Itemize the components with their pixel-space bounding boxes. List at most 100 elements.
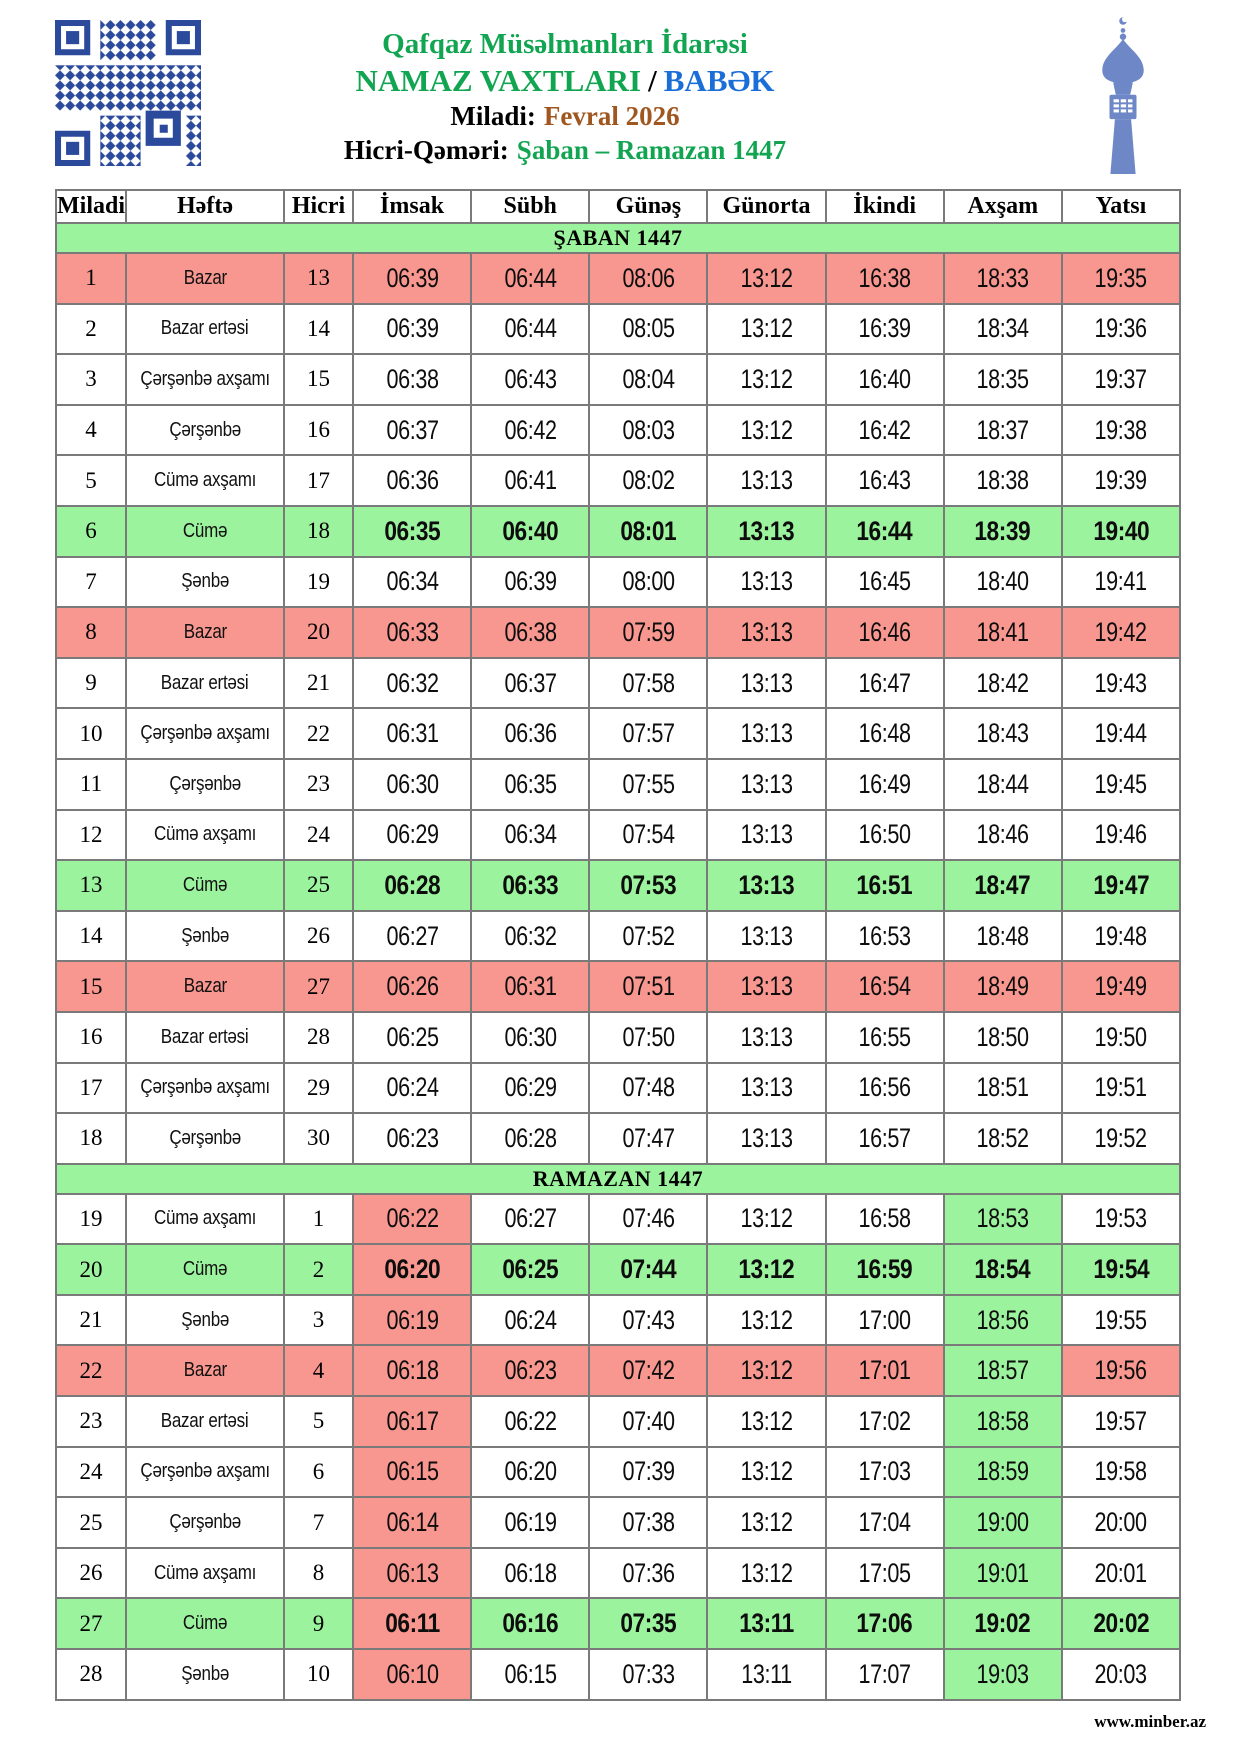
cell-hicri-day: 25 (285, 861, 354, 912)
cell-miladi-day: 1 (57, 254, 127, 305)
cell-time-yatsi-label: 19:52 (1094, 1122, 1147, 1153)
cell-time-subh: 06:42 (472, 405, 591, 457)
cell-time-ikindi: 16:59 (826, 1245, 945, 1296)
cell-time-yatsi-label: 19:50 (1094, 1021, 1147, 1052)
cell-weekday: Cümə axşamı (127, 1194, 285, 1246)
cell-time-ikindi: 16:57 (826, 1114, 945, 1165)
cell-time-imsak: 06:23 (354, 1114, 473, 1165)
cell-time-imsak-label: 06:23 (386, 1122, 439, 1153)
cell-time-subh-label: 06:43 (504, 363, 557, 394)
cell-time-gunesh-label: 08:01 (620, 515, 677, 546)
cell-time-subh-label: 06:25 (502, 1254, 559, 1285)
cell-time-gunesh: 08:05 (590, 304, 709, 356)
cell-time-gunesh: 08:01 (590, 506, 709, 558)
cell-time-gunesh-label: 07:50 (622, 1021, 675, 1052)
cell-time-gunesh: 07:40 (590, 1397, 709, 1448)
cell-time-yatsi: 19:42 (1062, 608, 1181, 659)
cell-time-imsak-label: 06:20 (384, 1254, 441, 1285)
cell-time-gunesh: 07:58 (590, 658, 709, 710)
cell-time-gunorta: 13:12 (708, 1447, 827, 1499)
cell-time-yatsi-label: 19:47 (1092, 869, 1149, 900)
cell-time-yatsi: 19:47 (1062, 861, 1181, 912)
cell-time-subh: 06:15 (472, 1650, 591, 1701)
cell-time-yatsi-label: 19:57 (1094, 1405, 1147, 1436)
cell-time-gunorta-label: 13:13 (740, 718, 793, 749)
cell-weekday: Bazar ertəsi (127, 1012, 285, 1064)
cell-weekday-label: Çərşənbə axşamı (140, 367, 270, 390)
cell-time-gunesh: 08:04 (590, 355, 709, 406)
cell-time-gunesh: 07:47 (590, 1114, 709, 1165)
cell-time-subh: 06:31 (472, 962, 591, 1013)
cell-time-subh-label: 06:39 (504, 566, 557, 597)
cell-time-gunesh-label: 07:54 (622, 819, 675, 850)
cell-weekday: Bazar (127, 962, 285, 1013)
cell-time-gunesh-label: 07:38 (622, 1507, 675, 1538)
cell-weekday-label: Bazar (183, 620, 227, 643)
cell-time-yatsi-label: 19:40 (1092, 515, 1149, 546)
cell-time-yatsi-label: 19:54 (1092, 1254, 1149, 1285)
cell-time-gunorta: 13:13 (708, 557, 827, 609)
cell-weekday: Çərşənbə (127, 1498, 285, 1549)
cell-time-gunesh-label: 07:51 (622, 971, 675, 1002)
cell-time-gunesh: 07:53 (590, 861, 709, 912)
cell-time-gunesh-label: 07:35 (620, 1608, 677, 1639)
cell-time-yatsi-label: 19:38 (1094, 414, 1147, 445)
cell-time-yatsi-label: 19:39 (1094, 465, 1147, 496)
cell-time-subh-label: 06:20 (504, 1456, 557, 1487)
cell-hicri-day: 9 (285, 1599, 354, 1651)
cell-time-imsak: 06:20 (354, 1245, 473, 1296)
cell-weekday-label: Bazar (183, 1359, 227, 1382)
cell-time-gunorta-label: 13:12 (740, 1456, 793, 1487)
cell-miladi-day: 21 (57, 1295, 127, 1347)
cell-miladi-day: 23 (57, 1397, 127, 1448)
cell-time-yatsi: 19:55 (1062, 1295, 1181, 1347)
cell-time-subh-label: 06:34 (504, 819, 557, 850)
cell-time-yatsi: 19:44 (1062, 709, 1181, 760)
cell-time-imsak-label: 06:28 (384, 869, 441, 900)
cell-time-aksham: 18:46 (944, 810, 1063, 862)
cell-time-gunorta: 13:12 (708, 254, 827, 305)
cell-time-gunesh-label: 07:57 (622, 718, 675, 749)
cell-time-gunesh-label: 07:36 (622, 1557, 675, 1588)
cell-time-ikindi-label: 16:53 (858, 920, 911, 951)
cell-time-ikindi-label: 16:48 (858, 718, 911, 749)
page-title: NAMAZ VAXTLARI / BABƏK (150, 62, 980, 99)
cell-time-imsak-label: 06:31 (386, 718, 439, 749)
cell-time-ikindi-label: 16:59 (856, 1254, 913, 1285)
cell-time-ikindi-label: 17:07 (858, 1658, 911, 1689)
cell-miladi-day: 26 (57, 1548, 127, 1600)
cell-time-gunorta: 13:12 (708, 1548, 827, 1600)
cell-miladi-day: 3 (57, 355, 127, 406)
cell-time-aksham-label: 18:53 (976, 1203, 1029, 1234)
cell-time-yatsi: 19:57 (1062, 1397, 1181, 1448)
cell-time-ikindi: 16:48 (826, 709, 945, 760)
cell-time-yatsi: 19:56 (1062, 1346, 1181, 1398)
cell-time-gunesh-label: 07:40 (622, 1405, 675, 1436)
cell-time-imsak: 06:31 (354, 709, 473, 760)
cell-time-ikindi: 17:03 (826, 1447, 945, 1499)
cell-time-subh: 06:29 (472, 1063, 591, 1115)
cell-time-imsak: 06:35 (354, 506, 473, 558)
cell-time-gunesh: 07:33 (590, 1650, 709, 1701)
cell-time-ikindi: 16:39 (826, 304, 945, 356)
cell-weekday-label: Bazar (183, 975, 227, 998)
cell-time-gunesh: 07:46 (590, 1194, 709, 1246)
cell-weekday: Cümə axşamı (127, 456, 285, 507)
cell-time-subh-label: 06:27 (504, 1203, 557, 1234)
cell-weekday-label: Çərşənbə (169, 1126, 241, 1149)
cell-miladi-day: 10 (57, 709, 127, 760)
cell-miladi-day: 18 (57, 1114, 127, 1165)
cell-time-ikindi: 16:49 (826, 759, 945, 811)
cell-time-ikindi-label: 16:46 (858, 616, 911, 647)
cell-time-aksham-label: 18:49 (976, 971, 1029, 1002)
cell-time-aksham: 18:37 (944, 405, 1063, 457)
hicri-label: Hicri-Qəməri: (343, 135, 509, 165)
cell-time-yatsi-label: 20:03 (1094, 1658, 1147, 1689)
cell-weekday: Cümə (127, 861, 285, 912)
cell-time-imsak-label: 06:33 (386, 616, 439, 647)
cell-time-subh-label: 06:24 (504, 1304, 557, 1335)
cell-miladi-day: 22 (57, 1346, 127, 1398)
cell-time-imsak: 06:34 (354, 557, 473, 609)
cell-time-gunesh-label: 07:58 (622, 667, 675, 698)
cell-time-imsak-label: 06:17 (386, 1405, 439, 1436)
